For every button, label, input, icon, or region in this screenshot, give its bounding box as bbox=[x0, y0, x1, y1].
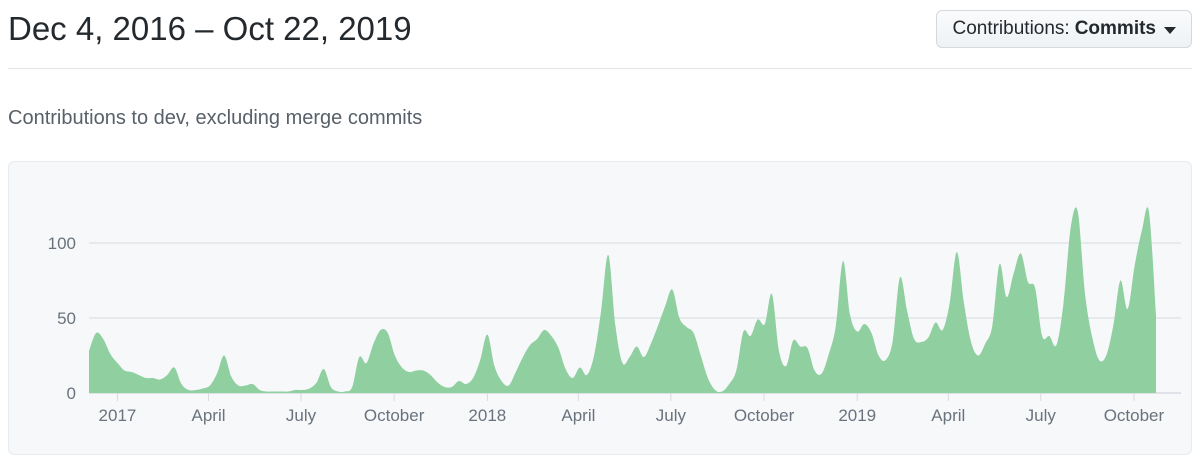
dropdown-label: Contributions: Commits bbox=[952, 18, 1156, 40]
page-header: Dec 4, 2016 – Oct 22, 2019 Contributions… bbox=[8, 10, 1192, 69]
commits-area-series bbox=[89, 207, 1156, 393]
contributions-type-dropdown[interactable]: Contributions: Commits bbox=[936, 10, 1192, 48]
x-axis-label: October bbox=[364, 406, 425, 425]
contributions-overview-page: Dec 4, 2016 – Oct 22, 2019 Contributions… bbox=[8, 10, 1192, 455]
contribution-graph: 0 50 100 2017 April July October 2018 April July O… bbox=[48, 207, 1181, 425]
y-axis-label: 0 bbox=[67, 384, 76, 403]
x-axis-label: 2018 bbox=[468, 406, 506, 425]
chevron-down-icon bbox=[1164, 26, 1176, 34]
x-axis-label: July bbox=[1026, 406, 1057, 425]
chart-subtitle: Contributions to dev, excluding merge co… bbox=[8, 107, 423, 129]
date-range-title: Dec 4, 2016 – Oct 22, 2019 bbox=[8, 10, 412, 47]
x-axis-label: July bbox=[656, 406, 687, 425]
x-axis-label: April bbox=[931, 406, 965, 425]
x-axis-label: October bbox=[1104, 406, 1165, 425]
dropdown-label-prefix: Contributions: bbox=[952, 18, 1070, 39]
y-axis-label: 100 bbox=[48, 234, 76, 253]
dropdown-selected-value: Commits bbox=[1074, 18, 1156, 39]
contribution-graph-panel: 0 50 100 2017 April July October 2018 April July O… bbox=[8, 161, 1192, 455]
x-axis-label: 2017 bbox=[99, 406, 137, 425]
x-axis-label: 2019 bbox=[838, 406, 876, 425]
x-axis-label: April bbox=[561, 406, 595, 425]
x-axis-label: July bbox=[286, 406, 317, 425]
x-axis-label: April bbox=[191, 406, 225, 425]
x-axis-label: October bbox=[734, 406, 795, 425]
y-axis-label: 50 bbox=[57, 309, 76, 328]
